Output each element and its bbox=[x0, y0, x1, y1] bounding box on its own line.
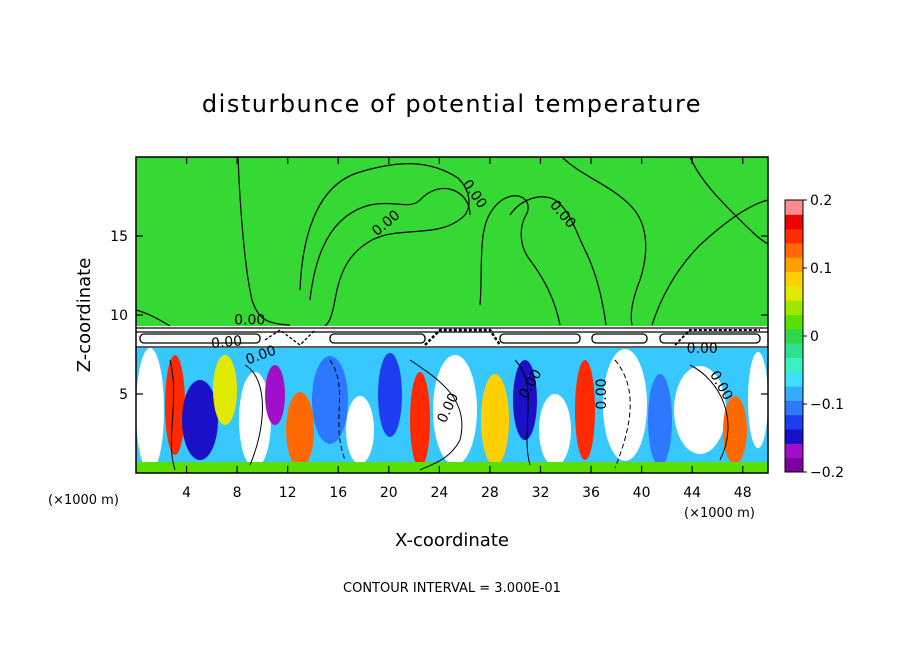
x-tick-label: 20 bbox=[380, 485, 398, 501]
x-tick-label: 8 bbox=[233, 485, 242, 501]
z-unit-note: (×1000 m) bbox=[684, 506, 755, 521]
colorbar-segment bbox=[785, 257, 803, 273]
colorbar-segment bbox=[785, 314, 803, 330]
colorbar-tick-label: −0.2 bbox=[810, 465, 844, 481]
colorbar-segment bbox=[785, 242, 803, 258]
contour-label: 0.00 bbox=[594, 378, 610, 409]
colorbar-segment bbox=[785, 228, 803, 244]
x-tick-label: 12 bbox=[279, 485, 297, 501]
colorbar-segment bbox=[785, 214, 803, 230]
colorbar-segment bbox=[785, 443, 803, 459]
x-tick-label: 16 bbox=[329, 485, 347, 501]
y-tick-label: 10 bbox=[110, 308, 128, 324]
colorbar-segment bbox=[785, 371, 803, 387]
x-tick-label: 44 bbox=[683, 485, 701, 501]
field-shading bbox=[136, 157, 768, 473]
colorbar-segment bbox=[785, 429, 803, 444]
contour-interval-note: CONTOUR INTERVAL = 3.000E-01 bbox=[343, 581, 561, 596]
colorbar-segment bbox=[785, 200, 803, 215]
x-tick-label: 40 bbox=[633, 485, 651, 501]
x-unit-note: (×1000 m) bbox=[48, 493, 119, 508]
colorbar-segment bbox=[785, 357, 803, 373]
colorbar-tick-label: 0.1 bbox=[810, 261, 832, 277]
x-tick-label: 4 bbox=[182, 485, 191, 501]
contour-label: 0.00 bbox=[234, 312, 265, 328]
y-axis: 5 10 15 bbox=[110, 229, 768, 403]
x-tick-label: 48 bbox=[734, 485, 752, 501]
chart-title: disturbunce of potential temperature bbox=[202, 90, 702, 118]
plot-area: 0.000.000.000.000.000.000.000.000.00 0.00… bbox=[110, 156, 769, 501]
contour-label: 0.00 bbox=[210, 333, 242, 352]
lower-turbulent-field bbox=[136, 348, 768, 473]
upper-contour-lines bbox=[136, 157, 768, 327]
colorbar-segment bbox=[785, 285, 803, 301]
x-tick-label: 28 bbox=[481, 485, 499, 501]
mid-band-contours bbox=[136, 327, 768, 348]
colorbar-segment bbox=[785, 343, 803, 358]
x-tick-label: 24 bbox=[430, 485, 448, 501]
y-tick-label: 5 bbox=[119, 387, 128, 403]
y-axis-label: Z-coordinate bbox=[74, 258, 95, 373]
colorbar-tick-label: 0 bbox=[810, 329, 819, 345]
colorbar-segment bbox=[785, 457, 803, 473]
colorbar-segment bbox=[785, 386, 803, 401]
colorbar-segment bbox=[785, 414, 803, 430]
x-tick-label: 32 bbox=[532, 485, 550, 501]
colorbar-tick-label: 0.2 bbox=[810, 193, 832, 209]
colorbar: 0.2 0.1 0 −0.1 −0.2 bbox=[784, 193, 844, 481]
colorbar-segment bbox=[785, 271, 803, 287]
x-axis: 4 8 12 16 20 24 28 32 36 40 44 48 bbox=[182, 157, 752, 501]
colorbar-tick-label: −0.1 bbox=[810, 397, 844, 413]
x-axis-label: X-coordinate bbox=[395, 530, 509, 551]
y-tick-label: 15 bbox=[110, 229, 128, 245]
x-tick-label: 36 bbox=[582, 485, 600, 501]
contour-label: 0.00 bbox=[687, 341, 718, 357]
colorbar-segment bbox=[785, 328, 803, 344]
colorbar-segment bbox=[785, 300, 803, 316]
colorbar-segment bbox=[785, 400, 803, 416]
